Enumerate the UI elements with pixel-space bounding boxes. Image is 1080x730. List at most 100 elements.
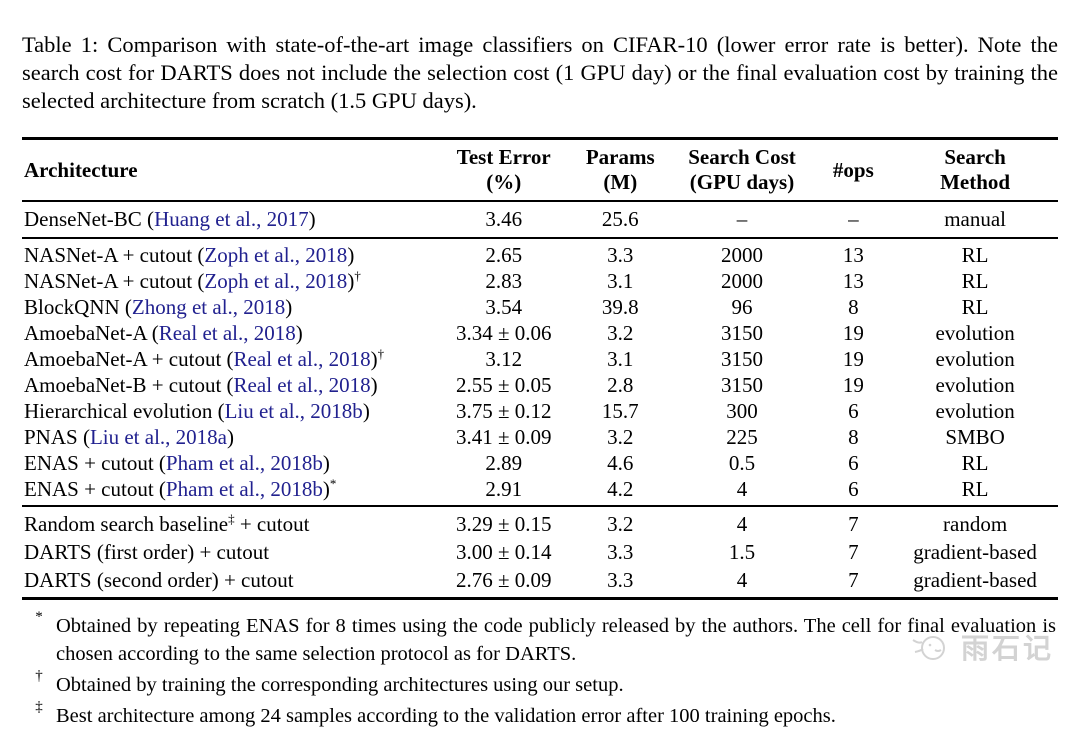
cell-architecture: PNAS (Liu et al., 2018a) [22,424,436,450]
architecture-text: ) [370,347,378,371]
architecture-text: ) [226,425,234,449]
cell-search-method: evolution [935,321,1015,345]
cell-search-method: gradient-based [913,568,1037,592]
architecture-text: BlockQNN ( [24,295,132,319]
cell-search-method: RL [961,295,989,319]
table-row: NASNet-A + cutout (Zoph et al., 2018)† 2.… [22,268,1058,294]
cell-params: 2.8 [607,373,634,397]
header-search-cost: Search Cost (GPU days) [669,139,814,202]
header-params: Params (M) [571,139,669,202]
cell-params: 3.2 [607,512,634,536]
cell-ops: 6 [848,477,859,501]
cell-ops: 13 [842,243,864,267]
cell-test-error: 3.00 ± 0.14 [455,540,552,564]
cell-params: 3.3 [607,540,634,564]
citation-link[interactable]: Zhong et al., 2018 [131,295,286,319]
results-table: Architecture Test Error (%) Params (M) S… [22,137,1058,600]
header-sublabel: (%) [486,170,522,194]
cell-search-method: evolution [935,399,1015,423]
footnote-text: Obtained by repeating ENAS for 8 times u… [56,615,1056,665]
table-row: Hierarchical evolution (Liu et al., 2018… [22,398,1058,424]
citation-link[interactable]: Real et al., 2018 [233,347,371,371]
cell-params: 15.7 [601,399,639,423]
cell-search-method: RL [961,269,989,293]
cell-test-error: 2.65 [485,243,523,267]
architecture-text: NASNet-A + cutout ( [24,243,205,267]
cell-architecture: AmoebaNet-B + cutout (Real et al., 2018) [22,372,436,398]
cell-ops: 19 [842,373,864,397]
header-ops: #ops [815,139,893,202]
architecture-text: ) [285,295,293,319]
architecture-text: Random search baseline [24,512,229,536]
footnote-text: Obtained by training the corresponding a… [56,674,624,696]
header-label: Architecture [24,157,138,182]
footnote-marker: † [35,668,43,684]
table-row: AmoebaNet-A (Real et al., 2018) 3.34 ± 0.… [22,320,1058,346]
cell-architecture: NASNet-A + cutout (Zoph et al., 2018) [22,238,436,268]
footnote-marker: † [377,346,385,361]
citation-link[interactable]: Zoph et al., 2018 [204,243,348,267]
architecture-text: ) [347,269,355,293]
cell-ops: 6 [848,399,859,423]
cell-ops: 13 [842,269,864,293]
table-row: PNAS (Liu et al., 2018a) 3.41 ± 0.09 3.2 22… [22,424,1058,450]
citation-link[interactable]: Real et al., 2018 [158,321,296,345]
cell-architecture: DARTS (first order) + cutout [22,538,436,566]
header-sublabel: Method [940,170,1011,194]
header-label: Params [585,145,655,169]
cell-search-method: RL [961,243,989,267]
footnote-marker: * [329,476,337,491]
architecture-text: AmoebaNet-B + cutout ( [24,373,234,397]
cell-search-cost: 96 [731,295,753,319]
citation-link[interactable]: Zoph et al., 2018 [204,269,348,293]
table-row: Random search baseline‡ + cutout 3.29 ± 0… [22,506,1058,538]
architecture-text: ) [308,207,316,231]
citation-link[interactable]: Liu et al., 2018a [89,425,227,449]
cell-architecture: DARTS (second order) + cutout [22,566,436,599]
cell-search-method: gradient-based [913,540,1037,564]
citation-link[interactable]: Pham et al., 2018b [165,451,323,475]
table-row: AmoebaNet-A + cutout (Real et al., 2018)… [22,346,1058,372]
cell-ops: 6 [848,451,859,475]
citation-link[interactable]: Real et al., 2018 [233,373,371,397]
cell-architecture: ENAS + cutout (Pham et al., 2018b)* [22,476,436,506]
architecture-text: AmoebaNet-A + cutout ( [24,347,234,371]
table-row: DARTS (second order) + cutout 2.76 ± 0.09… [22,566,1058,599]
cell-architecture: ENAS + cutout (Pham et al., 2018b) [22,450,436,476]
cell-params: 39.8 [601,295,639,319]
cell-architecture: Random search baseline‡ + cutout [22,506,436,538]
cell-params: 3.1 [607,269,634,293]
cell-search-cost: 300 [726,399,758,423]
architecture-text: DARTS (second order) + cutout [24,568,294,592]
cell-params: 4.2 [607,477,634,501]
architecture-text: ) [322,477,330,501]
citation-link[interactable]: Pham et al., 2018b [165,477,323,501]
table-section: NASNet-A + cutout (Zoph et al., 2018) 2.6… [22,238,1058,506]
footnote-double-dagger: ‡ Best architecture among 24 samples acc… [22,699,1058,730]
header-label: #ops [832,157,874,182]
citation-link[interactable]: Huang et al., 2017 [154,207,309,231]
footnotes: * Obtained by repeating ENAS for 8 times… [22,609,1058,730]
footnote-text: Best architecture among 24 samples accor… [56,705,836,727]
cell-search-method: manual [944,207,1006,231]
architecture-text: Hierarchical evolution ( [24,399,225,423]
cell-search-cost: 2000 [721,243,763,267]
table-section: Random search baseline‡ + cutout 3.29 ± 0… [22,506,1058,599]
architecture-text: DenseNet-BC ( [24,207,155,231]
architecture-text: ENAS + cutout ( [24,451,166,475]
citation-link[interactable]: Liu et al., 2018b [224,399,363,423]
header-label: Search [944,145,1006,169]
cell-search-method: SMBO [945,425,1005,449]
cell-ops: 8 [848,425,859,449]
table-row: BlockQNN (Zhong et al., 2018) 3.54 39.8 96 8… [22,294,1058,320]
header-test-error: Test Error (%) [436,139,571,202]
header-sublabel: (M) [603,170,638,194]
header-label: Search Cost [688,145,796,169]
architecture-text: AmoebaNet-A ( [24,321,159,345]
table-row: ENAS + cutout (Pham et al., 2018b)* 2.91 4… [22,476,1058,506]
cell-test-error: 3.46 [485,207,523,231]
cell-search-cost: 3150 [721,373,763,397]
header-sublabel: (GPU days) [689,170,795,194]
table-header: Architecture Test Error (%) Params (M) S… [22,139,1058,202]
cell-architecture: NASNet-A + cutout (Zoph et al., 2018)† [22,268,436,294]
